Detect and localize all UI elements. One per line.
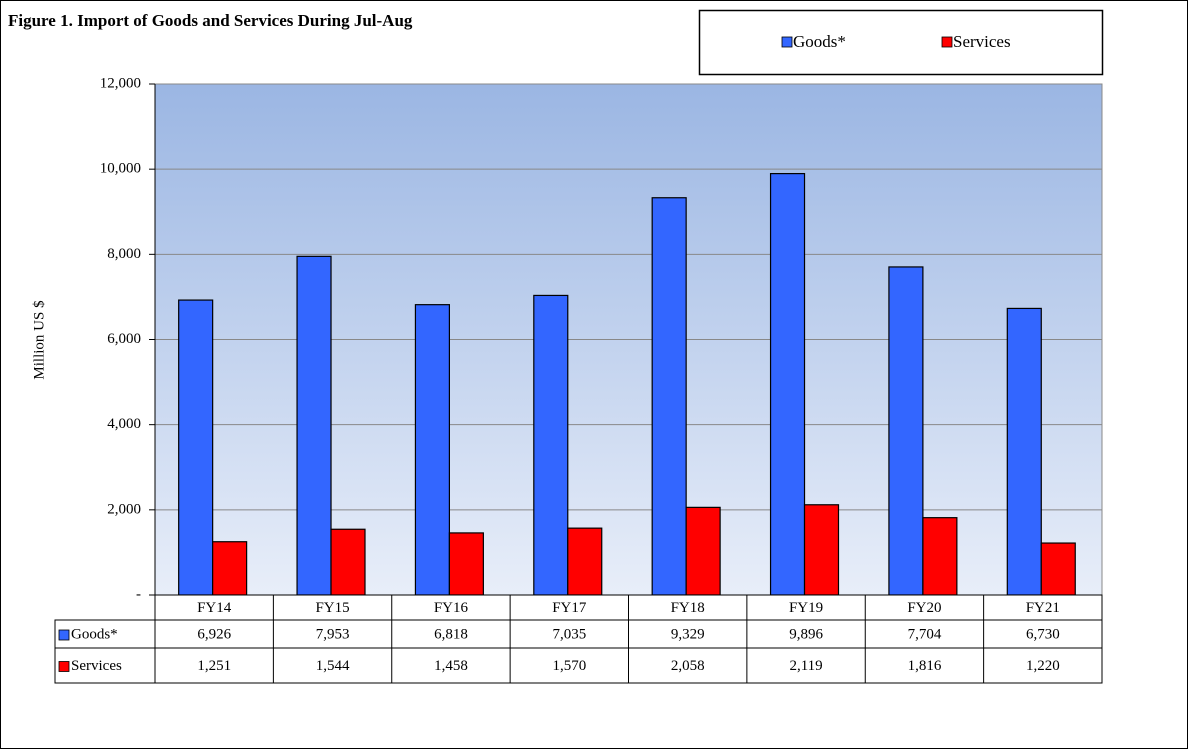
- legend-key: [781, 36, 793, 48]
- bar: [1040, 542, 1076, 596]
- legend-key: [941, 36, 953, 48]
- chart-title: Figure 1. Import of Goods and Services D…: [8, 11, 413, 30]
- table-value: 7,953: [316, 626, 350, 642]
- bar: [769, 172, 806, 596]
- table-value: 9,329: [671, 626, 705, 642]
- x-tick-label: FY15: [315, 600, 349, 616]
- table-legend-key: [58, 629, 70, 641]
- x-tick-label: FY14: [197, 600, 232, 616]
- table-border: [54, 619, 156, 684]
- bar: [533, 294, 569, 596]
- bar: [1006, 307, 1042, 596]
- legend: [698, 9, 1104, 76]
- bar: [330, 528, 366, 596]
- table-value: 6,926: [197, 626, 231, 642]
- table-value: 9,896: [789, 626, 823, 642]
- table-value: 1,816: [908, 658, 942, 674]
- bar: [212, 541, 248, 596]
- bar: [888, 266, 924, 596]
- y-tick-label: 12,000: [100, 75, 141, 91]
- table-legend-key: [58, 661, 70, 672]
- legend-label: Services: [953, 32, 1011, 51]
- y-tick-label: 2,000: [107, 501, 141, 517]
- bar: [567, 527, 603, 596]
- table-value: 1,544: [316, 658, 350, 674]
- table-value: 1,251: [197, 658, 231, 674]
- y-tick-label: 8,000: [107, 246, 141, 262]
- bar: [651, 197, 687, 596]
- table-value: 6,730: [1026, 626, 1060, 642]
- x-tick-label: FY16: [434, 600, 469, 616]
- bar: [414, 304, 450, 596]
- bar: [178, 299, 214, 596]
- y-axis-label: Million US $: [31, 300, 47, 380]
- legend-label: Goods*: [793, 32, 846, 51]
- y-tick-label: 6,000: [107, 331, 141, 347]
- bar: [685, 506, 721, 596]
- bar: [803, 504, 840, 596]
- bar: [922, 517, 958, 596]
- x-tick-label: FY21: [1026, 600, 1060, 616]
- table-row-label: Services: [71, 658, 122, 674]
- y-tick-label: -: [136, 586, 141, 602]
- table-value: 1,570: [552, 658, 586, 674]
- table-value: 7,704: [908, 626, 942, 642]
- table-value: 1,220: [1026, 658, 1060, 674]
- y-tick-label: 10,000: [100, 161, 141, 177]
- table-row-label: Goods*: [71, 626, 118, 642]
- table-value: 2,119: [789, 658, 822, 674]
- table-value: 2,058: [671, 658, 705, 674]
- x-tick-label: FY18: [671, 600, 705, 616]
- table-value: 6,818: [434, 626, 468, 642]
- table-value: 1,458: [434, 658, 468, 674]
- bar: [448, 532, 484, 596]
- y-tick-label: 4,000: [107, 416, 141, 432]
- x-tick-label: FY17: [552, 600, 587, 616]
- table-value: 7,035: [552, 626, 586, 642]
- x-tick-label: FY19: [789, 600, 823, 616]
- bar: [296, 255, 332, 596]
- x-tick-label: FY20: [907, 600, 941, 616]
